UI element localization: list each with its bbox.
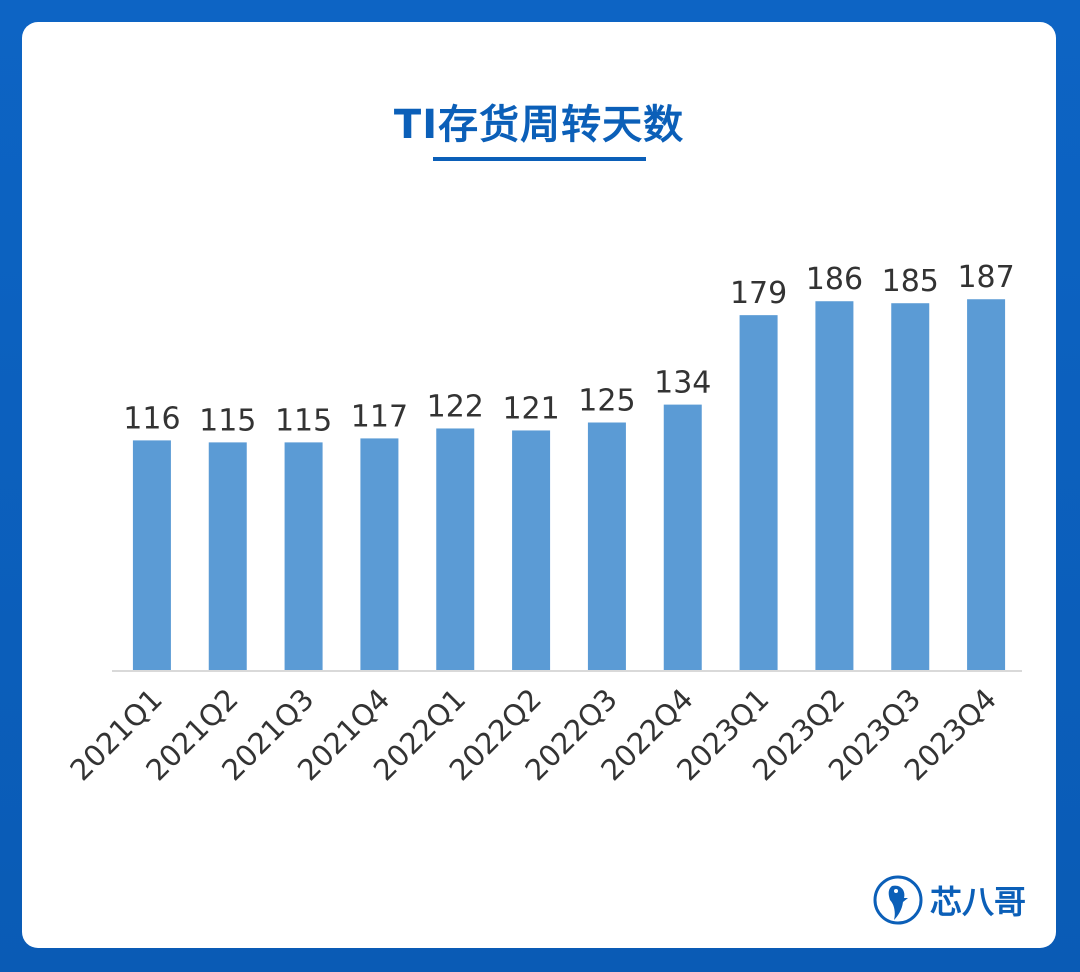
data-label-2023Q2: 186	[806, 262, 863, 297]
data-label-2021Q2: 115	[199, 403, 256, 438]
bar-2021Q3	[284, 442, 323, 671]
chart-card: TI存货周转天数 116 115 115 117 122 121 125 134 179 186 1…	[22, 22, 1056, 948]
bar-2022Q2	[512, 430, 551, 671]
data-label-2021Q4: 117	[351, 399, 408, 434]
bar-2021Q2	[208, 442, 247, 671]
data-label-2021Q1: 116	[123, 401, 180, 436]
brand-logo-group: 芯八哥	[872, 874, 1026, 926]
data-label-2021Q3: 115	[275, 403, 332, 438]
bar-2023Q1	[739, 315, 778, 671]
bar-2023Q3	[891, 303, 930, 671]
chart-title: TI存货周转天数	[393, 102, 685, 148]
bar-2021Q4	[360, 438, 399, 671]
bar-2022Q4	[663, 404, 702, 671]
data-label-2023Q1: 179	[730, 276, 787, 311]
title-underline	[433, 157, 646, 161]
brand-name: 芯八哥	[929, 883, 1026, 921]
data-label-2022Q2: 121	[502, 391, 559, 426]
data-label-2022Q4: 134	[654, 366, 711, 401]
data-label-2022Q1: 122	[427, 389, 484, 424]
bar-2022Q1	[436, 428, 475, 671]
kingfisher-logo-icon	[873, 875, 923, 925]
data-label-2023Q3: 185	[882, 264, 939, 299]
data-label-2023Q4: 187	[957, 260, 1014, 295]
data-label-2022Q3: 125	[578, 384, 635, 419]
bar-2023Q2	[815, 301, 854, 671]
bar-2022Q3	[587, 422, 626, 671]
bar-2023Q4	[967, 299, 1006, 671]
bar-2021Q1	[132, 440, 171, 671]
